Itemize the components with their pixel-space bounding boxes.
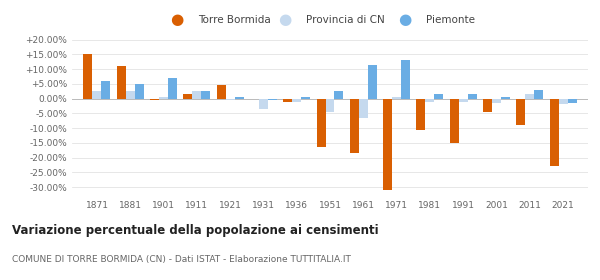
Bar [434,94,443,99]
Bar [217,85,226,99]
Bar [525,94,534,99]
Bar [368,65,377,99]
Bar [317,99,326,147]
Bar [392,97,401,99]
Text: COMUNE DI TORRE BORMIDA (CN) - Dati ISTAT - Elaborazione TUTTITALIA.IT: COMUNE DI TORRE BORMIDA (CN) - Dati ISTA… [12,255,351,264]
Bar [334,91,343,99]
Text: ●: ● [278,12,292,27]
Bar [449,99,458,143]
Bar [501,97,510,99]
Bar [301,97,310,99]
Bar [425,99,434,102]
Bar [401,60,410,99]
Bar [416,99,425,130]
Bar [359,99,368,118]
Bar [101,81,110,99]
Bar [235,97,244,99]
Text: ●: ● [170,12,184,27]
Bar [467,94,476,99]
Bar [516,99,525,125]
Bar [458,99,467,102]
Bar [268,99,277,100]
Bar [383,99,392,190]
Text: ●: ● [398,12,412,27]
Text: Variazione percentuale della popolazione ai censimenti: Variazione percentuale della popolazione… [12,224,379,237]
Bar [117,66,126,99]
Text: Torre Bormida: Torre Bormida [198,15,271,25]
Bar [568,99,577,103]
Text: Provincia di CN: Provincia di CN [306,15,385,25]
Bar [534,90,543,99]
Bar [492,99,501,103]
Bar [83,54,92,99]
Bar [150,99,159,100]
Text: Piemonte: Piemonte [426,15,475,25]
Bar [550,99,559,167]
Bar [259,99,268,109]
Bar [135,84,144,99]
Bar [168,78,177,99]
Bar [283,99,292,102]
Bar [202,91,211,99]
Bar [483,99,492,112]
Bar [126,91,135,99]
Bar [350,99,359,153]
Bar [193,91,202,99]
Bar [292,99,301,102]
Bar [326,99,334,112]
Bar [559,99,568,104]
Bar [184,94,193,99]
Bar [226,99,235,100]
Bar [159,97,168,99]
Bar [92,91,101,99]
